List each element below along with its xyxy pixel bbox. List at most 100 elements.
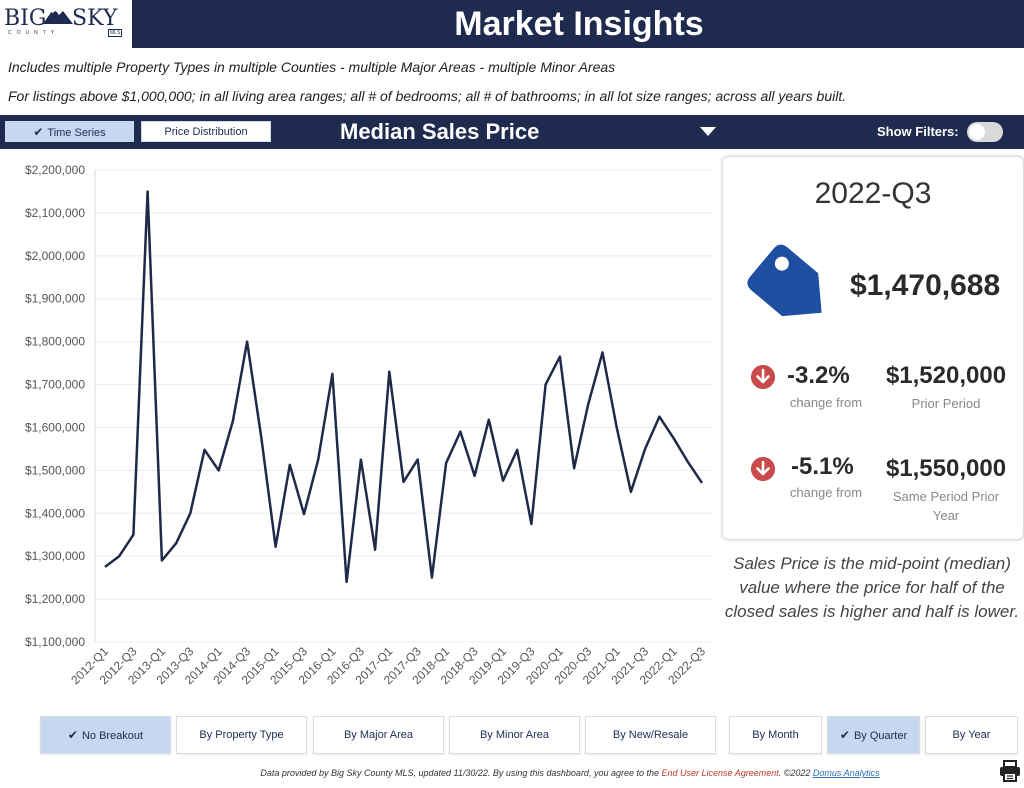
y-tick-label: $2,100,000	[25, 206, 85, 220]
y-tick-label: $1,200,000	[25, 592, 85, 606]
print-icon[interactable]	[999, 760, 1021, 782]
prior-period-caption: Prior Period	[911, 396, 981, 411]
data-point[interactable]	[202, 447, 208, 453]
data-point[interactable]	[543, 382, 549, 388]
series-line[interactable]	[104, 190, 704, 584]
data-point[interactable]	[600, 349, 606, 355]
footer: Data provided by Big Sky County MLS, upd…	[0, 768, 1024, 778]
data-point[interactable]	[557, 354, 563, 360]
data-point[interactable]	[386, 369, 392, 375]
logo-mls-badge: MLS	[108, 29, 123, 37]
data-point[interactable]	[358, 457, 364, 463]
data-point[interactable]	[685, 459, 691, 465]
data-point[interactable]	[273, 544, 279, 550]
footer-text: Data provided by Big Sky County MLS, upd…	[260, 768, 662, 778]
data-point[interactable]	[216, 467, 222, 473]
show-filters-toggle[interactable]	[967, 122, 1003, 142]
change-prior-period-caption: change from	[789, 395, 863, 410]
data-point[interactable]	[344, 579, 350, 585]
change-prior-period-pct: -3.2%	[787, 362, 850, 389]
change-prior-year-pct: -5.1%	[791, 453, 854, 480]
price-line-chart: $1,100,000 $1,200,000 $1,300,000 $1,400,000…	[25, 163, 712, 687]
kpi-period: 2022-Q3	[814, 177, 932, 210]
logo-subtext: COUNTY	[8, 30, 60, 36]
data-point[interactable]	[173, 540, 179, 546]
caption-line2: Year	[932, 508, 960, 523]
by-major-area-button[interactable]: By Major Area	[313, 716, 444, 754]
domus-link[interactable]: Domus Analytics	[812, 768, 880, 778]
change-prior-year-caption: change from	[789, 485, 863, 500]
caret-down-icon[interactable]	[700, 127, 716, 136]
data-point[interactable]	[671, 435, 677, 441]
data-point[interactable]	[130, 532, 136, 538]
data-point[interactable]	[287, 462, 293, 468]
prior-period-value: $1,520,000	[885, 362, 1007, 389]
price-tag-icon	[747, 244, 822, 317]
by-quarter-button[interactable]: ✔ By Quarter	[827, 716, 920, 754]
data-point[interactable]	[514, 447, 520, 453]
data-point[interactable]	[372, 547, 378, 553]
data-point[interactable]	[258, 435, 264, 441]
chart-series	[102, 188, 705, 585]
by-month-button[interactable]: By Month	[729, 716, 822, 754]
check-icon: ✔	[839, 728, 850, 742]
arrow-down-icon	[751, 365, 775, 389]
y-tick-label: $1,700,000	[25, 378, 85, 392]
toggle-knob	[969, 124, 985, 140]
data-point[interactable]	[656, 414, 662, 420]
data-point[interactable]	[628, 489, 634, 495]
time-series-button[interactable]: ✔ Time Series	[5, 121, 134, 142]
by-property-type-button[interactable]: By Property Type	[176, 716, 307, 754]
price-distribution-button[interactable]: Price Distribution	[141, 121, 271, 142]
data-point[interactable]	[699, 480, 705, 486]
caption-line1: Same Period Prior	[892, 489, 1000, 504]
data-point[interactable]	[301, 511, 307, 517]
data-point[interactable]	[585, 401, 591, 407]
no-breakout-button[interactable]: ✔ No Breakout	[40, 716, 171, 754]
data-point[interactable]	[457, 429, 463, 435]
eula-link[interactable]: End User License Agreement	[661, 768, 779, 778]
mountain-logo-icon	[43, 8, 73, 24]
data-point[interactable]	[145, 188, 151, 194]
x-axis: 2012-Q12012-Q32013-Q12013-Q32014-Q12014-…	[68, 644, 708, 687]
arrow-down-icon	[751, 457, 775, 481]
data-point[interactable]	[472, 473, 478, 479]
data-point[interactable]	[486, 417, 492, 423]
data-point[interactable]	[528, 521, 534, 527]
kpi-value: $1,470,688	[850, 269, 1001, 302]
data-point[interactable]	[187, 510, 193, 516]
by-new-resale-button[interactable]: By New/Resale	[585, 716, 716, 754]
data-point[interactable]	[329, 371, 335, 377]
data-point[interactable]	[642, 446, 648, 452]
data-point[interactable]	[116, 553, 122, 559]
by-quarter-label: By Quarter	[853, 730, 908, 742]
data-point[interactable]	[500, 478, 506, 484]
data-point[interactable]	[315, 457, 321, 463]
data-point[interactable]	[571, 465, 577, 471]
no-breakout-label: No Breakout	[81, 730, 144, 742]
kpi-card: 2022-Q3 $1,470,688 -3.2% change from $1,…	[722, 156, 1024, 540]
data-point[interactable]	[244, 339, 250, 345]
y-tick-label: $1,100,000	[25, 635, 85, 649]
y-tick-label: $2,200,000	[25, 163, 85, 177]
check-icon: ✔	[33, 125, 44, 139]
measure-selector-label[interactable]: Median Sales Price	[340, 119, 540, 144]
page-title: Market Insights	[454, 5, 704, 43]
filter-summary-line1: Includes multiple Property Types in mult…	[8, 59, 616, 75]
data-point[interactable]	[443, 460, 449, 466]
by-year-button[interactable]: By Year	[925, 716, 1018, 754]
data-point[interactable]	[401, 479, 407, 485]
logo: BIG SKY COUNTY MLS	[0, 0, 134, 48]
y-axis: $1,100,000 $1,200,000 $1,300,000 $1,400,000…	[25, 163, 96, 649]
data-point[interactable]	[429, 575, 435, 581]
data-point[interactable]	[614, 424, 620, 430]
by-minor-area-button[interactable]: By Minor Area	[449, 716, 580, 754]
data-point[interactable]	[230, 418, 236, 424]
data-point[interactable]	[415, 457, 421, 463]
data-point[interactable]	[159, 557, 165, 563]
logo-text-left: BIG	[4, 6, 47, 31]
show-filters-label: Show Filters:	[877, 124, 959, 139]
same-period-prior-year-value: $1,550,000	[885, 455, 1007, 482]
data-point[interactable]	[102, 564, 108, 570]
